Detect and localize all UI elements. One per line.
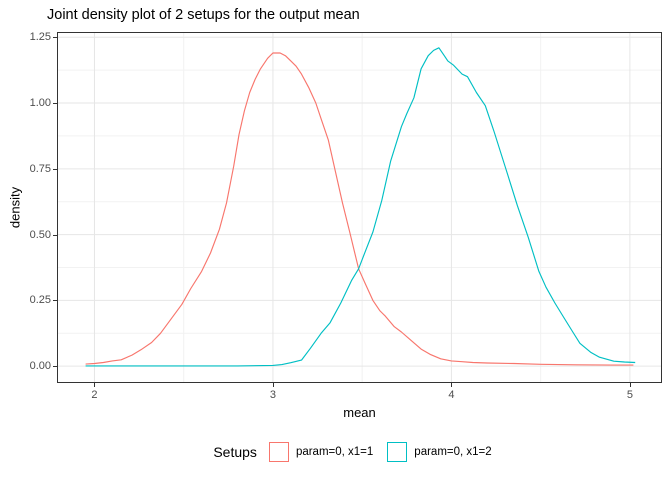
x-tick-label: 3 xyxy=(269,389,276,401)
x-tick-label: 5 xyxy=(626,389,633,401)
legend-entry-label: param=0, x1=1 xyxy=(295,446,374,458)
legend: Setups param=0, x1=1 param=0, x1=2 xyxy=(57,440,662,464)
y-tick-label: 1.25 xyxy=(29,31,51,44)
legend-entries: param=0, x1=1 param=0, x1=2 xyxy=(268,442,506,462)
y-tick-mark xyxy=(53,168,57,170)
y-tick-label: 0.00 xyxy=(29,360,51,373)
x-tick-mark xyxy=(272,383,274,387)
density-curve-1 xyxy=(85,52,634,366)
legend-title: Setups xyxy=(213,444,257,460)
y-tick-mark xyxy=(53,103,57,105)
legend-key-swatch xyxy=(387,442,408,462)
panel-border xyxy=(57,32,662,383)
legend-entry: param=0, x1=1 xyxy=(268,442,374,462)
x-tick-mark xyxy=(629,383,631,387)
y-tick-label: 1.00 xyxy=(29,97,51,110)
y-axis-title: density xyxy=(7,186,23,229)
y-tick-mark xyxy=(53,366,57,368)
y-tick-mark xyxy=(53,234,57,236)
x-tick-label: 4 xyxy=(448,389,455,401)
density-curve-2 xyxy=(85,47,636,367)
legend-key-swatch xyxy=(268,442,289,462)
legend-entry: param=0, x1=2 xyxy=(387,442,492,462)
x-tick-label: 2 xyxy=(91,389,98,401)
plot-panel xyxy=(57,32,662,383)
y-tick-label: 0.50 xyxy=(29,228,51,241)
plot-title: Joint density plot of 2 setups for the o… xyxy=(47,7,360,23)
y-tick-label: 0.25 xyxy=(29,294,51,307)
x-axis-title: mean xyxy=(343,405,376,420)
legend-entry-label: param=0, x1=2 xyxy=(414,446,492,458)
y-tick-mark xyxy=(53,300,57,302)
y-tick-label: 0.75 xyxy=(29,162,51,175)
x-tick-mark xyxy=(451,383,453,387)
x-tick-mark xyxy=(94,383,96,387)
y-tick-mark xyxy=(53,37,57,39)
